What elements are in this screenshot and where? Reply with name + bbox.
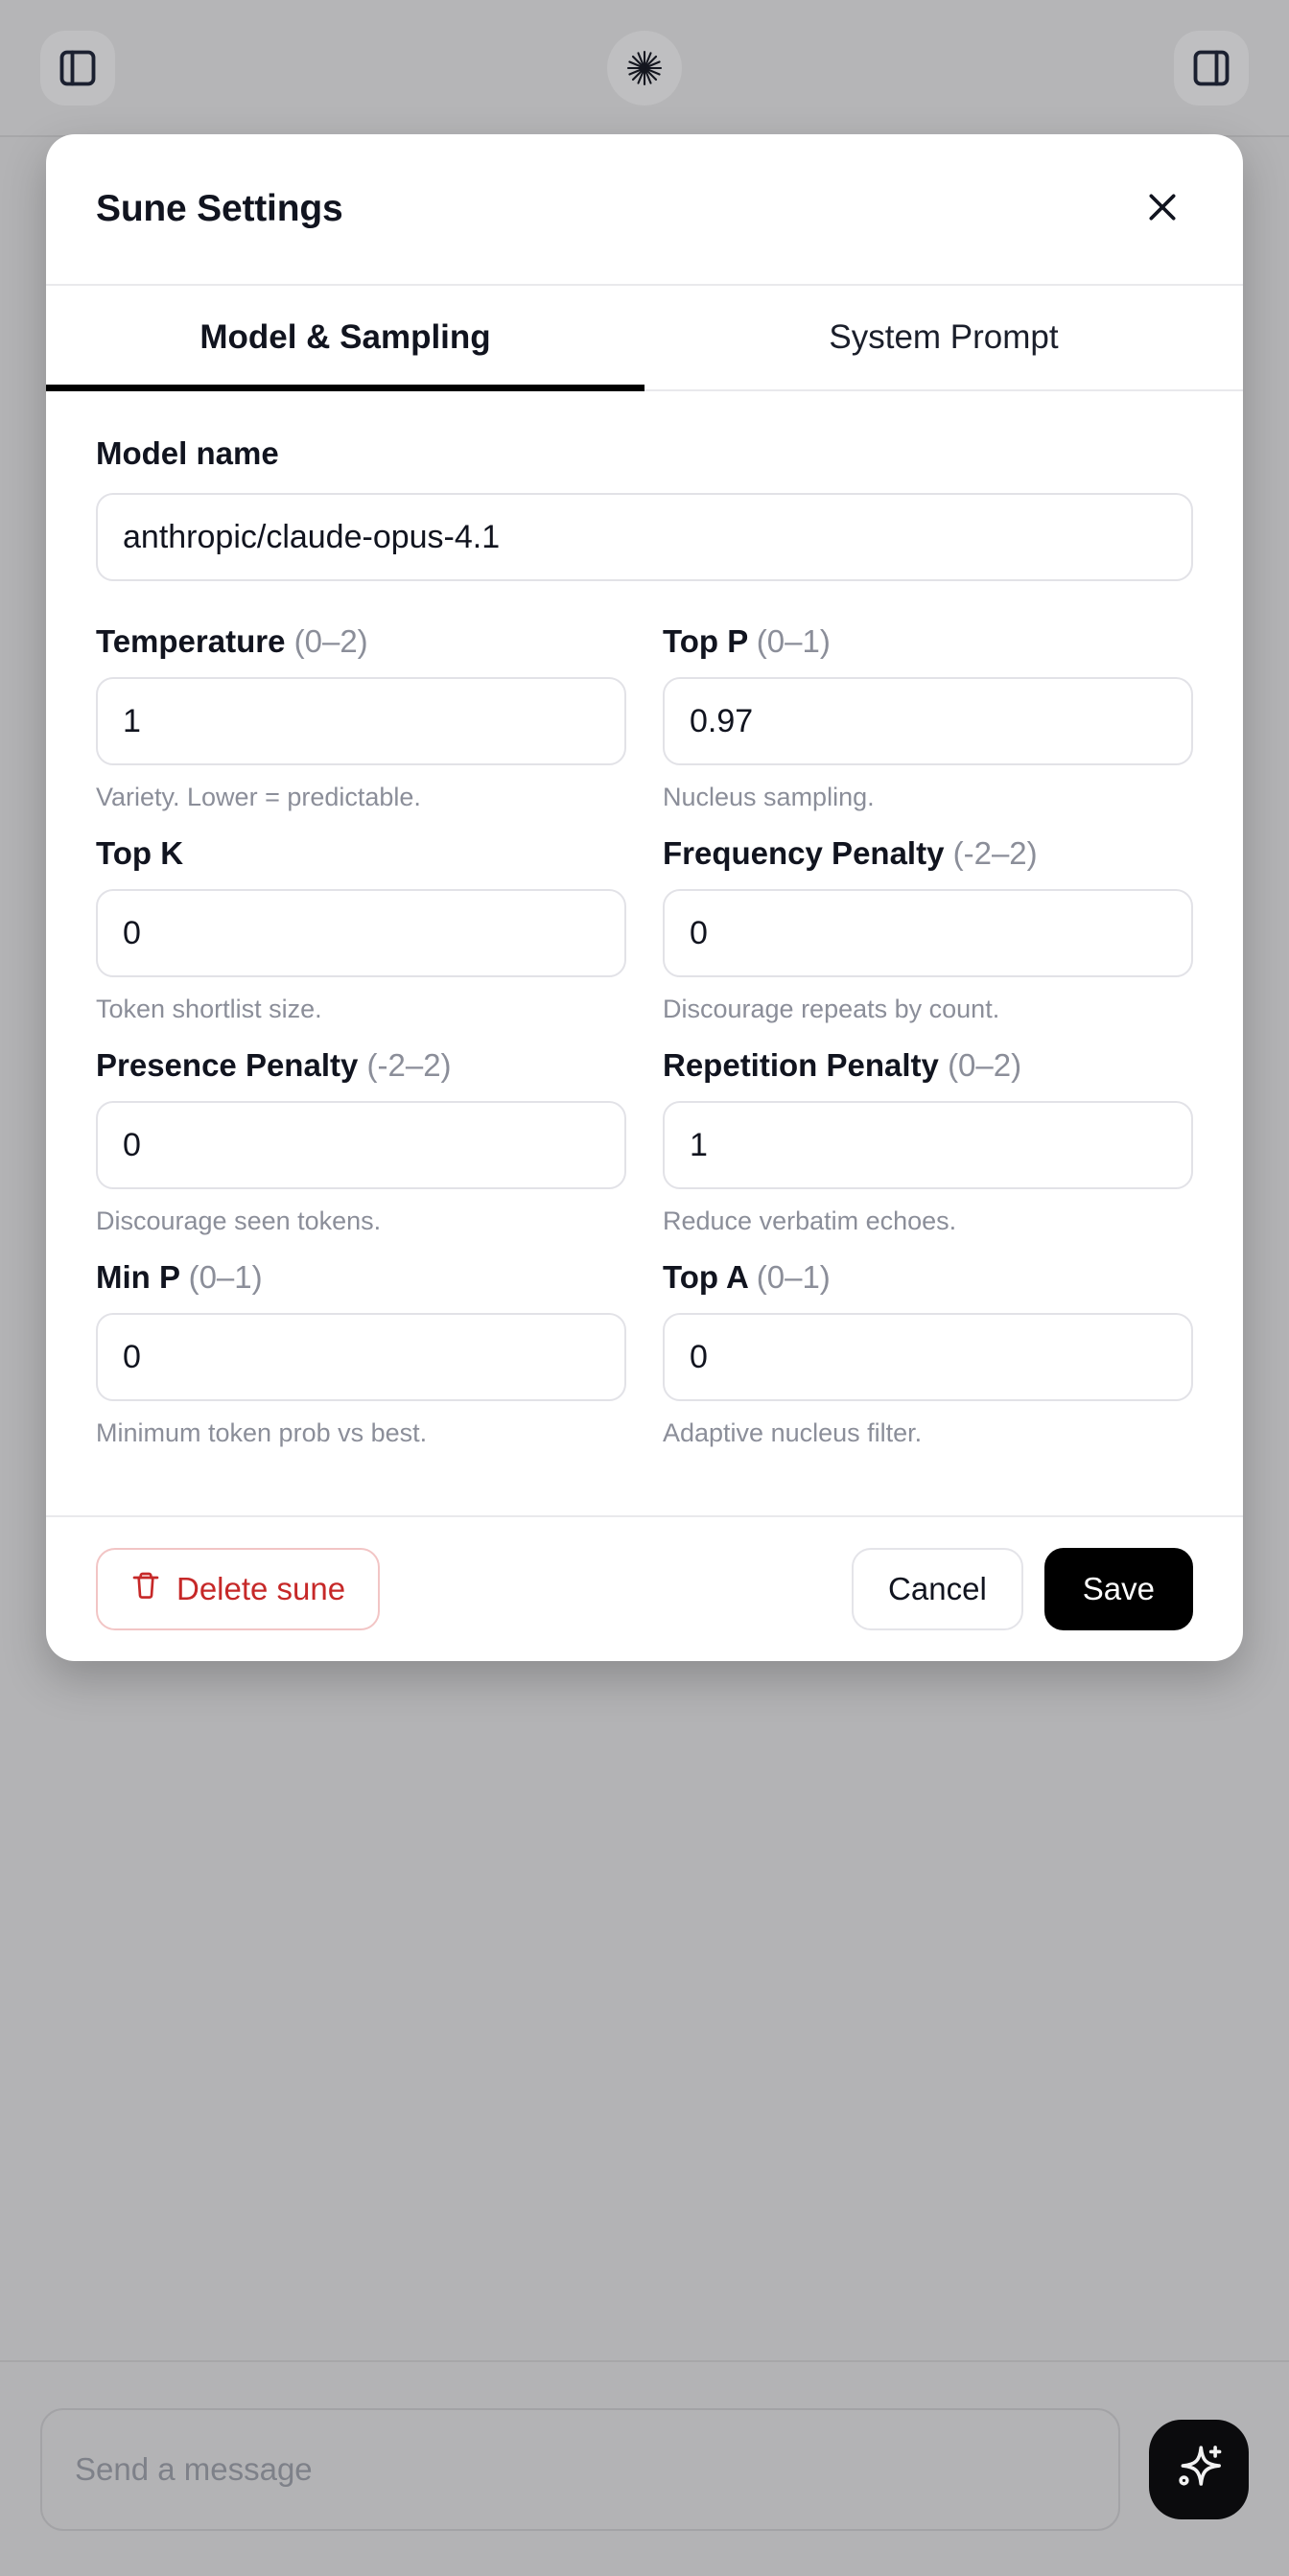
- param-name: Top P: [663, 623, 748, 659]
- save-label: Save: [1082, 1571, 1155, 1606]
- param-temperature: Temperature (0–2) Variety. Lower = predi…: [96, 623, 626, 812]
- asterisk-logo-icon: [621, 45, 668, 91]
- param-name: Temperature: [96, 623, 286, 659]
- send-message-button[interactable]: [1149, 2419, 1249, 2519]
- param-hint: Adaptive nucleus filter.: [663, 1418, 923, 1447]
- param-repetition-penalty: Repetition Penalty (0–2) Reduce verbatim…: [663, 1047, 1193, 1236]
- param-name: Frequency Penalty: [663, 835, 945, 871]
- param-hint: Variety. Lower = predictable.: [96, 783, 421, 811]
- model-name-label: Model name: [96, 435, 279, 471]
- modal-title: Sune Settings: [96, 188, 343, 229]
- param-top-p: Top P (0–1) Nucleus sampling.: [663, 623, 1193, 812]
- param-input[interactable]: [96, 677, 626, 765]
- param-label: Temperature (0–2): [96, 623, 626, 660]
- param-input[interactable]: [96, 889, 626, 977]
- param-input[interactable]: [663, 1101, 1193, 1189]
- param-input[interactable]: [96, 1101, 626, 1189]
- param-top-a: Top A (0–1) Adaptive nucleus filter.: [663, 1259, 1193, 1448]
- param-hint: Discourage seen tokens.: [96, 1206, 382, 1235]
- tab-model-and-sampling[interactable]: Model & Sampling: [46, 286, 644, 391]
- param-name: Presence Penalty: [96, 1047, 359, 1083]
- left-panel-toggle-icon: [57, 47, 99, 89]
- param-name: Top A: [663, 1259, 748, 1295]
- param-label: Top A (0–1): [663, 1259, 1193, 1296]
- param-range: (0–1): [188, 1259, 263, 1295]
- sparkle-icon: [1173, 2441, 1225, 2497]
- close-button[interactable]: [1132, 178, 1193, 240]
- param-label: Top K: [96, 835, 626, 872]
- tab-system-prompt[interactable]: System Prompt: [644, 286, 1243, 389]
- delete-sune-button[interactable]: Delete sune: [96, 1548, 381, 1630]
- param-input[interactable]: [663, 889, 1193, 977]
- modal-footer: Delete sune Cancel Save: [46, 1517, 1243, 1661]
- param-range: (-2–2): [366, 1047, 452, 1083]
- param-range: (0–1): [756, 623, 831, 659]
- param-name: Min P: [96, 1259, 180, 1295]
- param-range: (0–2): [293, 623, 368, 659]
- param-range: (-2–2): [952, 835, 1038, 871]
- param-label: Frequency Penalty (-2–2): [663, 835, 1193, 872]
- parameters-grid: Temperature (0–2) Variety. Lower = predi…: [96, 623, 1193, 1471]
- param-hint: Discourage repeats by count.: [663, 995, 1000, 1023]
- delete-sune-label: Delete sune: [176, 1571, 346, 1606]
- left-panel-toggle-button[interactable]: [40, 30, 115, 105]
- right-panel-toggle-icon: [1190, 47, 1232, 89]
- param-hint: Minimum token prob vs best.: [96, 1418, 428, 1447]
- top-bar: [0, 0, 1289, 137]
- param-top-k: Top K Token shortlist size.: [96, 835, 626, 1024]
- param-label: Repetition Penalty (0–2): [663, 1047, 1193, 1084]
- right-panel-toggle-button[interactable]: [1174, 30, 1249, 105]
- param-hint: Nucleus sampling.: [663, 783, 875, 811]
- param-name: Top K: [96, 835, 184, 871]
- param-label: Min P (0–1): [96, 1259, 626, 1296]
- param-input[interactable]: [663, 1313, 1193, 1401]
- param-hint: Reduce verbatim echoes.: [663, 1206, 957, 1235]
- model-name-field: Model name: [96, 435, 1193, 581]
- modal-body: Model name Temperature (0–2) Variety. Lo…: [46, 391, 1243, 1517]
- modal-header: Sune Settings: [46, 134, 1243, 286]
- save-button[interactable]: Save: [1043, 1548, 1193, 1630]
- cancel-label: Cancel: [888, 1571, 987, 1606]
- param-range: (0–1): [756, 1259, 831, 1295]
- param-input[interactable]: [663, 677, 1193, 765]
- tab-label: Model & Sampling: [199, 318, 491, 356]
- message-input[interactable]: [40, 2407, 1120, 2531]
- param-min-p: Min P (0–1) Minimum token prob vs best.: [96, 1259, 626, 1448]
- close-icon: [1143, 188, 1182, 231]
- tab-label: System Prompt: [829, 318, 1059, 356]
- param-hint: Token shortlist size.: [96, 995, 322, 1023]
- settings-modal: Sune Settings Model & Sampling System Pr…: [46, 134, 1243, 1661]
- param-range: (0–2): [948, 1047, 1022, 1083]
- model-name-input[interactable]: [96, 493, 1193, 581]
- footer-actions: Cancel Save: [852, 1548, 1193, 1630]
- param-name: Repetition Penalty: [663, 1047, 939, 1083]
- param-frequency-penalty: Frequency Penalty (-2–2) Discourage repe…: [663, 835, 1193, 1024]
- message-composer: [0, 2360, 1289, 2576]
- param-label: Presence Penalty (-2–2): [96, 1047, 626, 1084]
- settings-tabs: Model & Sampling System Prompt: [46, 286, 1243, 391]
- cancel-button[interactable]: Cancel: [852, 1548, 1023, 1630]
- param-label: Top P (0–1): [663, 623, 1193, 660]
- param-input[interactable]: [96, 1313, 626, 1401]
- param-presence-penalty: Presence Penalty (-2–2) Discourage seen …: [96, 1047, 626, 1236]
- trash-icon: [130, 1570, 161, 1608]
- app-logo-button[interactable]: [607, 30, 682, 105]
